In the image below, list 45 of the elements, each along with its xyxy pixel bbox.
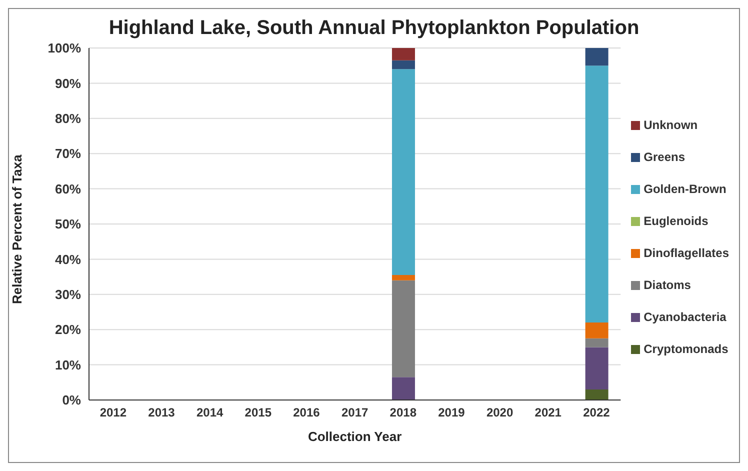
legend-label: Cryptomonads	[644, 342, 728, 356]
x-tick-label: 2014	[196, 406, 224, 420]
y-tick-label: 80%	[54, 111, 82, 126]
x-tick-label: 2020	[486, 406, 514, 420]
x-axis-title: Collection Year	[308, 429, 402, 444]
bar	[392, 69, 415, 276]
bar	[585, 48, 608, 66]
y-tick-label: 90%	[54, 76, 82, 91]
bar	[585, 389, 608, 400]
y-tick-label: 70%	[54, 146, 82, 162]
bar	[392, 60, 415, 70]
bar	[585, 66, 608, 323]
bar	[392, 275, 415, 280]
bar	[585, 347, 608, 390]
x-tick-label: 2013	[148, 406, 176, 420]
x-tick-label: 2015	[244, 406, 272, 420]
x-tick-label: 2022	[583, 406, 610, 420]
x-tick-label: 2017	[341, 406, 368, 420]
y-tick-label: 100%	[48, 40, 82, 56]
y-tick-label: 50%	[54, 216, 82, 232]
x-tick-label: 2019	[438, 406, 466, 420]
x-tick-label: 2016	[293, 406, 320, 420]
legend-label: Golden-Brown	[644, 182, 726, 196]
legend-label: Diatoms	[644, 278, 691, 292]
x-tick-label: 2012	[100, 406, 127, 420]
legend-label: Dinoflagellates	[644, 246, 729, 260]
x-tick-label: 2021	[534, 406, 562, 420]
bar	[392, 377, 415, 400]
y-tick-label: 0%	[62, 392, 82, 408]
y-tick-label: 60%	[54, 181, 82, 196]
bar	[392, 280, 415, 378]
legend-label: Euglenoids	[644, 214, 708, 228]
y-tick-label: 10%	[54, 357, 82, 372]
y-tick-label: 40%	[54, 252, 82, 267]
bar	[585, 322, 608, 338]
y-tick-label: 30%	[54, 287, 82, 302]
bar	[392, 48, 415, 60]
legend-label: Greens	[644, 150, 685, 164]
chart-title: Highland Lake, South Annual Phytoplankton Population	[108, 17, 640, 40]
y-tick-label: 20%	[54, 322, 82, 338]
legend-label: Unknown	[644, 118, 698, 132]
legend-label: Cyanobacteria	[644, 310, 726, 324]
y-axis-title: Relative Percent of Taxa	[10, 154, 25, 304]
bar	[585, 338, 608, 348]
x-tick-label: 2018	[390, 406, 417, 420]
